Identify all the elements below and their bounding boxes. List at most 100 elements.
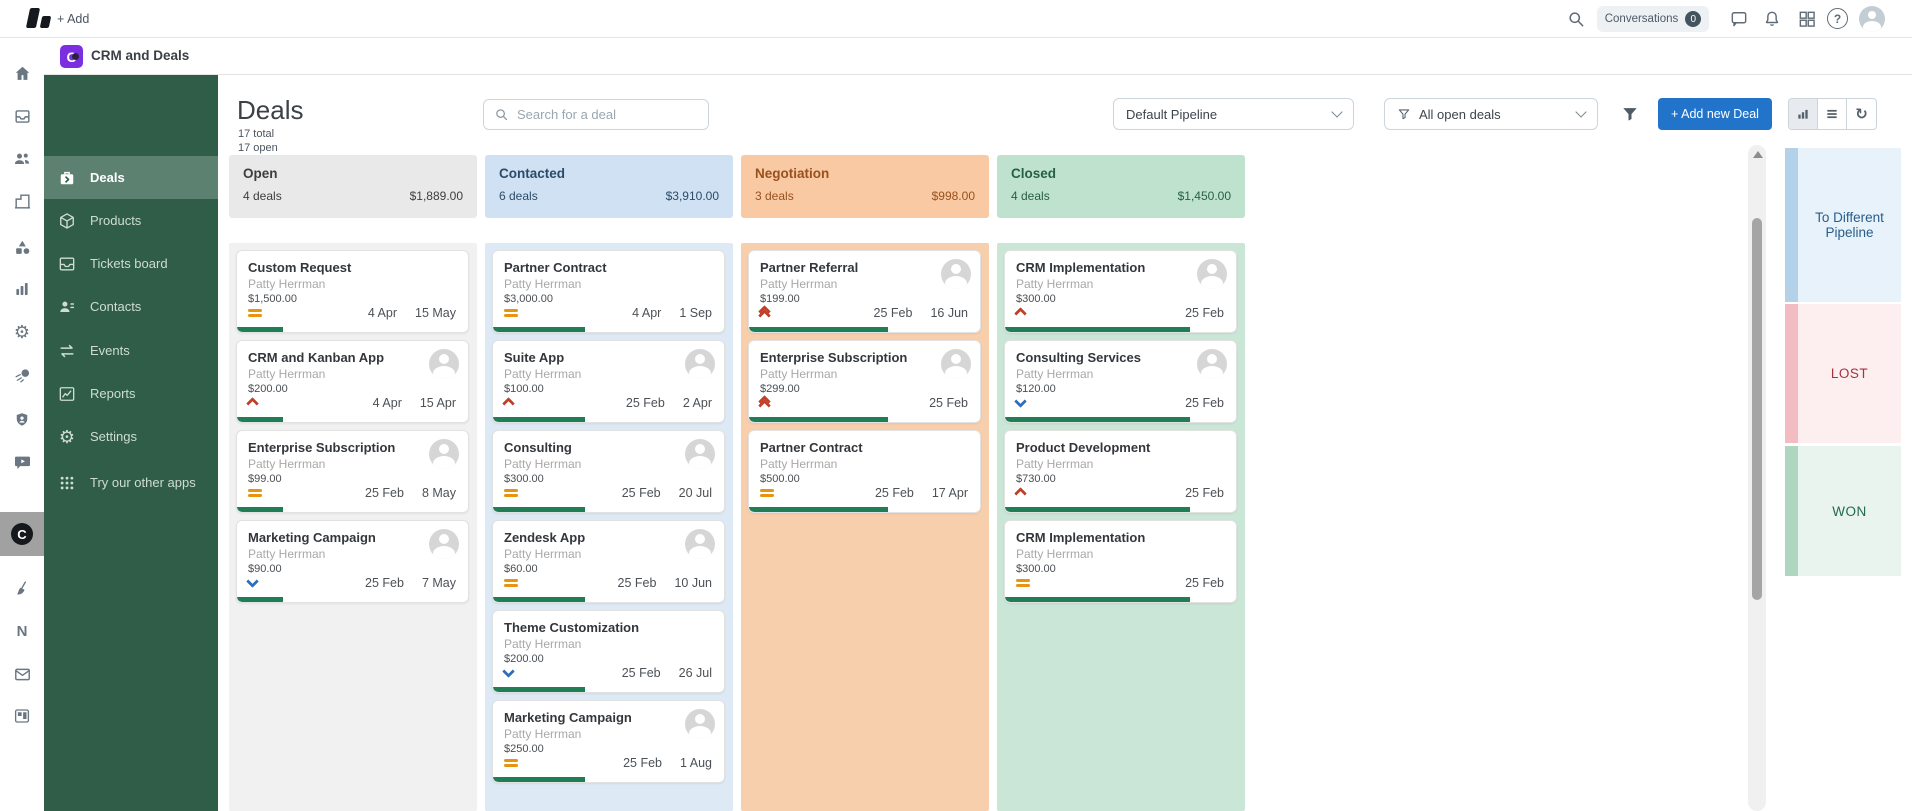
rail-tickets-icon[interactable] <box>0 96 44 136</box>
deal-date: 25 Feb <box>873 306 913 320</box>
rail-kanban-board-icon[interactable] <box>0 696 44 736</box>
add-new-deal-button[interactable]: + Add new Deal <box>1658 98 1772 130</box>
apps-grid-icon[interactable] <box>1797 9 1817 29</box>
list-view-toggle[interactable] <box>1818 99 1847 129</box>
tickets-inbox-icon <box>57 254 77 274</box>
stage-progress-bar <box>237 417 284 422</box>
rail-crm-app-icon[interactable]: C <box>0 512 44 556</box>
deal-date: 25 Feb <box>625 396 665 410</box>
pipeline-select[interactable]: Default Pipeline <box>1113 98 1354 130</box>
sidebar-item-try-other-apps[interactable]: Try our other apps <box>44 461 218 504</box>
left-icon-rail: ⚙ C N <box>0 38 44 811</box>
deal-card[interactable]: CRM Implementation Patty Herrman $300.00… <box>1004 520 1237 603</box>
stage-progress-bar <box>493 687 586 692</box>
sidebar-item-settings[interactable]: ⚙ Settings <box>58 426 137 447</box>
deal-title: Custom Request <box>248 260 352 275</box>
dropzone-different-pipeline[interactable]: To Different Pipeline <box>1785 148 1901 302</box>
deal-date: 25 Feb <box>1185 576 1224 590</box>
deal-card[interactable]: Marketing Campaign Patty Herrman $90.00 … <box>236 520 469 603</box>
priority-medium-icon <box>248 486 264 500</box>
chevron-down-icon <box>1575 106 1587 118</box>
funnel-icon <box>1398 109 1410 120</box>
deal-date: 17 Apr <box>931 486 968 500</box>
stage-progress-bar <box>1005 327 1190 332</box>
rail-products-shapes-icon[interactable] <box>0 227 44 267</box>
sidebar-item-reports[interactable]: Reports <box>44 372 218 415</box>
workspace-logo-icon[interactable] <box>25 7 53 31</box>
deals-filter-select[interactable]: All open deals <box>1384 98 1598 130</box>
rail-notes-icon[interactable]: N <box>16 622 28 640</box>
kanban-view-toggle[interactable] <box>1789 99 1818 129</box>
deal-card[interactable]: Partner Contract Patty Herrman $3,000.00… <box>492 250 725 333</box>
dropzone-label: WON <box>1832 503 1867 519</box>
refresh-view-toggle[interactable]: ↻ <box>1855 106 1868 123</box>
deal-card[interactable]: Product Development Patty Herrman $730.0… <box>1004 430 1237 513</box>
rail-settings-icon[interactable]: ⚙ <box>13 322 31 342</box>
deal-card[interactable]: Enterprise Subscription Patty Herrman $9… <box>236 430 469 513</box>
scrollbar-thumb[interactable] <box>1752 218 1762 600</box>
stage-progress-bar <box>1005 597 1190 602</box>
search-icon[interactable] <box>1566 9 1586 29</box>
rail-shield-icon[interactable] <box>0 400 44 440</box>
view-toggle-group: ↻ <box>1788 98 1877 130</box>
help-icon[interactable]: ? <box>1827 8 1848 29</box>
rail-broom-icon[interactable] <box>0 568 44 608</box>
sidebar-item-label: Deals <box>90 170 125 185</box>
stage-progress-bar <box>237 327 284 332</box>
deal-card[interactable]: CRM Implementation Patty Herrman $300.00… <box>1004 250 1237 333</box>
deal-card[interactable]: Custom Request Patty Herrman $1,500.00 4… <box>236 250 469 333</box>
deal-card[interactable]: Partner Referral Patty Herrman $199.00 2… <box>748 250 981 333</box>
deal-card[interactable]: Enterprise Subscription Patty Herrman $2… <box>748 340 981 423</box>
sidebar-item-events[interactable]: Events <box>44 329 218 372</box>
deal-date: 25 Feb <box>623 756 663 770</box>
crm-app-icon: C <box>60 45 83 68</box>
deal-card[interactable]: Zendesk App Patty Herrman $60.00 25 Feb 1… <box>492 520 725 603</box>
contact-avatar <box>1197 349 1227 379</box>
sidebar-item-deals[interactable]: Deals <box>44 156 218 199</box>
rail-video-chat-icon[interactable] <box>0 442 44 482</box>
stage-progress-bar <box>1005 507 1190 512</box>
rail-home-icon[interactable] <box>0 53 44 93</box>
global-add-button[interactable]: + Add <box>57 12 90 26</box>
sidebar-item-contacts[interactable]: Contacts <box>44 285 218 328</box>
deal-card[interactable]: CRM and Kanban App Patty Herrman $200.00… <box>236 340 469 423</box>
notifications-bell-icon[interactable] <box>1762 9 1782 29</box>
deal-card[interactable]: Consulting Patty Herrman $300.00 25 Feb 2… <box>492 430 725 513</box>
dropzone-won[interactable]: WON <box>1785 446 1901 576</box>
column-closed: CRM Implementation Patty Herrman $300.00… <box>997 243 1245 811</box>
deal-card[interactable]: Marketing Campaign Patty Herrman $250.00… <box>492 700 725 783</box>
user-avatar[interactable] <box>1859 6 1885 32</box>
deal-date: 7 May <box>421 576 456 590</box>
rail-comet-icon[interactable] <box>0 355 44 395</box>
deal-date: 25 Feb <box>621 486 661 500</box>
dropzone-label: To Different Pipeline <box>1815 210 1884 240</box>
conversations-button[interactable]: Conversations 0 <box>1597 6 1709 32</box>
deal-card[interactable]: Partner Contract Patty Herrman $500.00 2… <box>748 430 981 513</box>
rail-contacts-icon[interactable] <box>0 139 44 179</box>
column-header-contacted: Contacted 6 deals $3,910.00 <box>485 155 733 218</box>
rail-analytics-icon[interactable] <box>0 269 44 309</box>
rail-mail-icon[interactable] <box>0 654 44 694</box>
total-deals-count: 17 total <box>238 128 275 140</box>
deal-card[interactable]: Suite App Patty Herrman $100.00 25 Feb 2 … <box>492 340 725 423</box>
advanced-filter-icon[interactable] <box>1620 104 1640 124</box>
deal-search-input[interactable] <box>517 107 687 122</box>
deal-card[interactable]: Theme Customization Patty Herrman $200.0… <box>492 610 725 693</box>
column-total-amount: $998.00 <box>931 189 975 203</box>
priority-high-icon <box>502 396 520 410</box>
dropzone-lost[interactable]: LOST <box>1785 304 1901 443</box>
priority-highest-icon <box>758 394 776 412</box>
scrollbar-up-arrow-icon[interactable] <box>1753 151 1763 158</box>
sidebar-item-tickets-board[interactable]: Tickets board <box>44 242 218 285</box>
deal-card[interactable]: Consulting Services Patty Herrman $120.0… <box>1004 340 1237 423</box>
priority-high-icon <box>1014 486 1032 500</box>
stage-progress-bar <box>237 597 284 602</box>
chat-icon[interactable] <box>1729 9 1749 29</box>
conversations-count-badge: 0 <box>1685 11 1702 27</box>
chevron-down-icon <box>1331 106 1343 118</box>
rail-organizations-icon[interactable] <box>0 181 44 221</box>
deals-filter-selected-value: All open deals <box>1419 106 1501 122</box>
contact-avatar <box>685 529 715 559</box>
sidebar-item-products[interactable]: Products <box>44 199 218 242</box>
